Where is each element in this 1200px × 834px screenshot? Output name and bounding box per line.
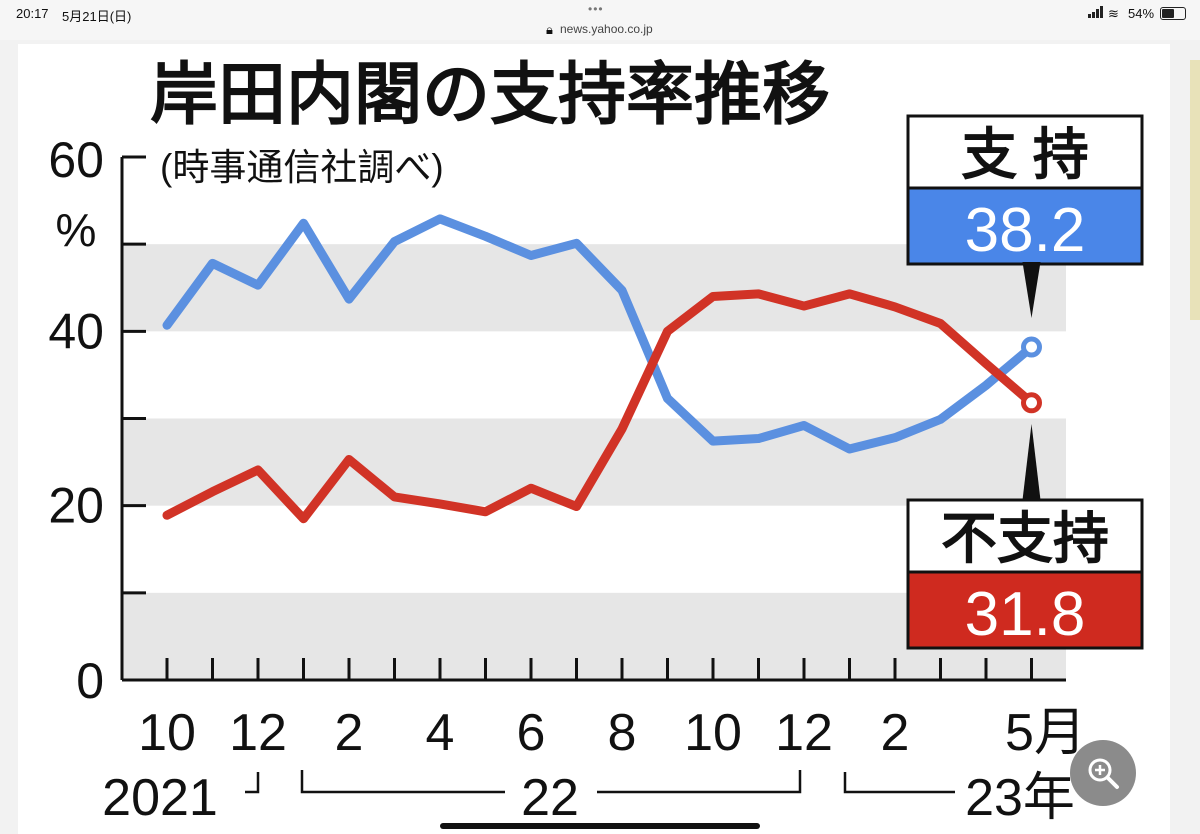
approval-callout-label-box	[906, 114, 1144, 190]
approval-callout-value: 38.2	[965, 196, 1086, 265]
disapproval-callout-label: 不支持	[941, 507, 1109, 570]
year-label-bg	[505, 772, 597, 812]
disapproval-callout-pointer	[1022, 424, 1041, 500]
signal-icon	[1088, 6, 1103, 18]
x-tick-label: 6	[517, 704, 546, 762]
status-bar: 20:17 5月21日(日) ••• 🔒︎ news.yahoo.co.jp ≋…	[0, 0, 1200, 40]
y-tick-label: 40	[48, 303, 104, 359]
clock: 20:17	[16, 6, 49, 21]
chart-title: 岸田内閣の支持率推移	[150, 57, 830, 133]
year-bracket	[245, 772, 260, 794]
home-indicator[interactable]	[440, 823, 760, 829]
x-tick-label: 5月	[1005, 704, 1086, 762]
approval-callout-label: 支 持	[961, 123, 1089, 186]
more-dots-icon[interactable]: •••	[588, 2, 604, 16]
approval-callout-pointer	[1022, 262, 1041, 318]
battery-percent: 54%	[1128, 6, 1155, 21]
grid-band	[122, 418, 1066, 506]
disapproval-callout-value-box	[906, 570, 1144, 650]
disapproval-callout-label-box	[906, 498, 1144, 574]
year-label: 22	[521, 769, 579, 827]
disapproval-callout-value: 31.8	[965, 580, 1086, 649]
disapproval-line	[162, 289, 1036, 524]
x-tick-label: 10	[138, 704, 196, 762]
disapproval-endpoint	[1021, 392, 1042, 414]
year-label: 2021	[102, 769, 218, 827]
y-tick-label: 20	[48, 478, 104, 534]
x-tick-label: 12	[229, 704, 287, 762]
x-tick-label: 2	[335, 704, 364, 762]
chart-subtitle: (時事通信社調べ)	[160, 147, 444, 188]
y-tick-label: 0	[76, 653, 104, 709]
year-bracket	[843, 772, 955, 794]
approval-line	[162, 214, 1036, 454]
x-tick-label: 4	[426, 704, 455, 762]
zoom-icon	[1088, 758, 1119, 789]
x-tick-label: 10	[684, 704, 742, 762]
zoom-button[interactable]	[1070, 740, 1136, 806]
y-unit-label: %	[56, 204, 97, 256]
x-tick-label: 2	[881, 704, 910, 762]
date: 5月21日(日)	[62, 9, 132, 24]
approval-endpoint	[1021, 336, 1042, 358]
year-label: 23年	[965, 769, 1075, 827]
x-tick-label: 12	[775, 704, 833, 762]
y-tick-label: 60	[48, 132, 104, 188]
x-tick-label: 8	[608, 704, 637, 762]
approval-callout-value-box	[906, 186, 1144, 266]
battery-icon	[1160, 7, 1186, 20]
adjacent-image-strip	[1190, 60, 1200, 320]
wifi-icon: ≋	[1108, 6, 1119, 21]
lock-icon: 🔒︎	[546, 22, 553, 37]
url-label[interactable]: news.yahoo.co.jp	[560, 22, 653, 36]
